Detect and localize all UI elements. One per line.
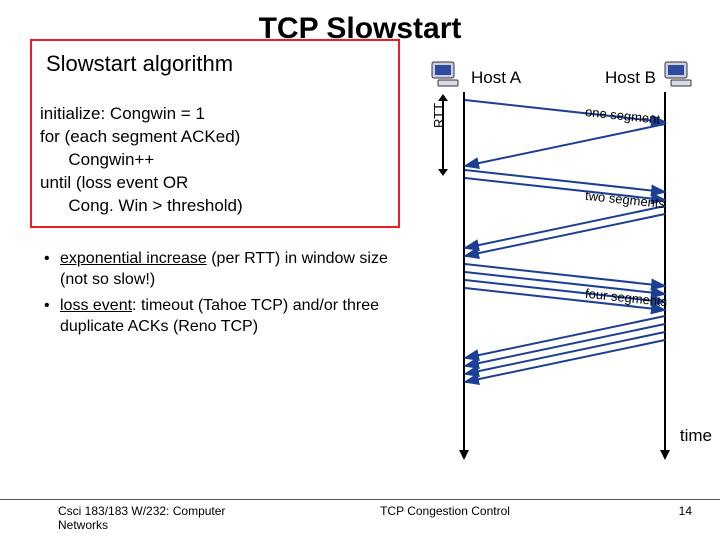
footer-left: Csci 183/183 W/232: Computer Networks: [58, 504, 238, 532]
bullet-underline: loss event: [60, 297, 132, 314]
message-lines: [415, 58, 710, 458]
algorithm-box: Slowstart algorithm initialize: Congwin …: [30, 39, 400, 228]
bullet-list: exponential increase (per RTT) in window…: [30, 248, 400, 338]
list-item: loss event: timeout (Tahoe TCP) and/or t…: [48, 295, 400, 338]
footer-middle: TCP Congestion Control: [238, 504, 652, 532]
list-item: exponential increase (per RTT) in window…: [48, 248, 400, 291]
timing-diagram: Host A Host B RTT time one segmenttwo se…: [415, 58, 710, 458]
algorithm-code: initialize: Congwin = 1 for (each segmen…: [40, 79, 390, 218]
footer-page-number: 14: [652, 504, 692, 532]
left-column: Slowstart algorithm initialize: Congwin …: [30, 65, 400, 342]
algorithm-title: Slowstart algorithm: [40, 51, 390, 77]
time-axis-label: time: [680, 426, 712, 446]
bullet-underline: exponential increase: [60, 250, 207, 267]
slide-footer: Csci 183/183 W/232: Computer Networks TC…: [0, 499, 720, 532]
